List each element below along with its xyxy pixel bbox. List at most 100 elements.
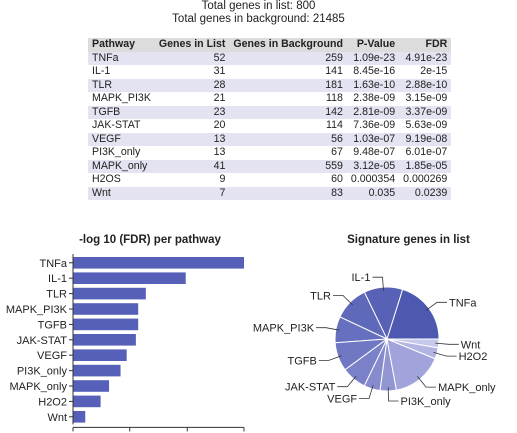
cell-p-value: 0.000354: [350, 173, 396, 185]
cell-genes-in-list: 7: [154, 186, 230, 200]
slice-leader-line: [372, 276, 384, 291]
category-label: TLR: [46, 289, 67, 301]
cell-genes-in-background: 141: [325, 65, 343, 77]
slice-label: JAK-STAT: [285, 382, 336, 394]
bar-chart: TNFa IL-1 TLR MAPK_PI3K TGFB JAK-STAT VEGF PI3K…: [6, 254, 245, 432]
cell-pathway: JAK-STAT: [92, 119, 141, 131]
category-label: TNFa: [40, 258, 68, 270]
cell-p-value: 3.12e-05: [346, 159, 400, 173]
cell-pathway: PI3K_only: [92, 146, 141, 158]
slice-label: TLR: [310, 290, 331, 302]
table-row: MAPK_only 41 559 3.12e-05 1.85e-05: [88, 159, 452, 173]
bar: [73, 349, 127, 361]
cell-genes-in-list: 28: [154, 78, 230, 92]
cell-pathway: MAPK_only: [88, 159, 155, 173]
cell-genes-in-background: 114: [326, 119, 343, 131]
slice-label: TGFB: [287, 355, 316, 367]
bar: [73, 303, 139, 315]
cell-p-value: 1.63e-10: [346, 78, 400, 92]
cell-genes-in-background: 142: [229, 105, 347, 119]
bar: [73, 395, 101, 408]
cell-p-value: 8.45e-16: [353, 65, 396, 77]
slice-leader-line: [425, 301, 447, 311]
bar: [73, 318, 139, 331]
slice-label: PI3K_only: [401, 396, 452, 408]
cell-genes-in-background: 181: [229, 78, 347, 92]
cell-pathway: IL-1: [92, 65, 111, 77]
cell-fdr: 2.88e-10: [399, 78, 452, 92]
table-row: Wnt 7 83 0.035 0.0239: [88, 186, 452, 200]
category-label: MAPK_only: [10, 381, 68, 393]
slice-label: IL-1: [352, 272, 371, 284]
cell-p-value: 2.38e-09: [353, 92, 396, 104]
cell-genes-in-list: 13: [154, 132, 230, 146]
category-label: Wnt: [47, 412, 67, 424]
category-label: PI3K_only: [17, 366, 68, 378]
cell-p-value: 2.81e-09: [346, 105, 400, 119]
slice-leader-line: [433, 352, 457, 357]
slice-label: MAPK_PI3K: [253, 323, 315, 335]
slice-leader-line: [318, 355, 342, 361]
bar: [73, 364, 121, 377]
slice-leader-line: [359, 385, 374, 399]
slice-leader-line: [332, 294, 353, 306]
column-header-fdr: FDR: [399, 38, 452, 52]
total-genes-in-background: Total genes in background: 21485: [172, 13, 345, 25]
cell-pathway: Wnt: [88, 186, 155, 200]
cell-p-value: 7.36e-09: [353, 119, 396, 131]
cell-genes-in-list: 21: [213, 92, 226, 104]
cell-pathway: TLR: [88, 78, 155, 92]
cell-genes-in-list: 13: [213, 146, 226, 158]
bar-chart-title: -log 10 (FDR) per pathway: [79, 234, 221, 246]
cell-fdr: 3.15e-09: [405, 92, 448, 104]
slice-label: MAPK_only: [438, 382, 496, 394]
category-label: H2O2: [38, 396, 67, 408]
cell-genes-in-background: 559: [229, 159, 347, 173]
table-row: TGFB 23 142 2.81e-09 3.37e-09: [88, 105, 452, 119]
cell-p-value: 0.035: [346, 186, 400, 200]
cell-fdr: 4.91e-23: [399, 51, 452, 65]
cell-p-value: 9.48e-07: [353, 146, 396, 158]
cell-pathway: H2OS: [92, 173, 121, 185]
table-header-row: Pathway Genes in List Genes in Backgroun…: [88, 38, 452, 52]
cell-genes-in-background: 83: [229, 186, 347, 200]
slice-leader-line: [387, 387, 399, 402]
cell-genes-in-list: 52: [154, 51, 230, 65]
cell-pathway: VEGF: [88, 132, 155, 146]
table-row: TNFa 52 259 1.09e-23 4.91e-23: [88, 51, 452, 65]
column-header-pathway: Pathway: [88, 38, 155, 52]
cell-fdr: 3.37e-09: [399, 105, 452, 119]
cell-fdr: 0.0239: [399, 186, 452, 200]
bar: [73, 380, 110, 392]
cell-pathway: TNFa: [88, 51, 155, 65]
category-label: JAK-STAT: [17, 335, 68, 347]
bar: [73, 257, 244, 269]
cell-genes-in-background: 259: [229, 51, 347, 65]
cell-genes-in-background: 118: [326, 92, 343, 104]
cell-genes-in-list: 31: [213, 65, 226, 77]
table-row: VEGF 13 56 1.03e-07 9.19e-08: [88, 132, 452, 146]
cell-fdr: 2e-15: [420, 65, 448, 77]
cell-fdr: 9.19e-08: [399, 132, 452, 146]
table-row: TLR 28 181 1.63e-10 2.88e-10: [88, 78, 452, 92]
slice-label: TNFa: [449, 297, 477, 309]
slice-label: Wnt: [461, 339, 481, 351]
column-header-genes-in-background: Genes in Background: [229, 38, 347, 52]
total-genes-in-list: Total genes in list: 800: [201, 0, 316, 12]
category-label: IL-1: [48, 273, 67, 285]
bar: [73, 287, 146, 300]
cell-pathway: TGFB: [88, 105, 155, 119]
slice-leader-line: [417, 376, 437, 388]
pathway-table: Pathway Genes in List Genes in Backgroun…: [88, 38, 452, 200]
column-header-genes-in-list: Genes in List: [154, 38, 230, 52]
cell-genes-in-list: 9: [219, 173, 226, 185]
slice-leader-line: [337, 375, 357, 388]
table-body: TNFa 52 259 1.09e-23 4.91e-23 IL-1 31 141 8.45e-…: [88, 51, 452, 200]
cell-p-value: 1.03e-07: [346, 132, 400, 146]
slice-label: VEGF: [327, 393, 357, 405]
table-row: PI3K_only 13 67 9.48e-07 6.01e-07: [88, 146, 451, 160]
cell-p-value: 1.09e-23: [346, 51, 400, 65]
cell-fdr: 0.000269: [403, 173, 448, 185]
slice-leader-line: [316, 327, 340, 331]
